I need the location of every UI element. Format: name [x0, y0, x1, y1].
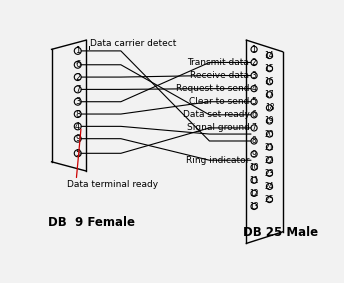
Text: 7: 7 [251, 123, 257, 132]
Text: 4: 4 [75, 122, 80, 131]
Text: 19: 19 [265, 117, 274, 125]
Text: Data carrier detect: Data carrier detect [90, 39, 176, 48]
Text: 16: 16 [265, 77, 274, 86]
Text: DB  9 Female: DB 9 Female [48, 216, 135, 229]
Text: 13: 13 [249, 202, 259, 211]
Text: 11: 11 [249, 176, 259, 185]
Text: 17: 17 [265, 90, 274, 99]
Text: 9: 9 [75, 134, 80, 143]
Text: 14: 14 [265, 51, 274, 60]
Text: Data set ready: Data set ready [183, 110, 249, 119]
Text: 8: 8 [252, 136, 256, 145]
Text: 10: 10 [249, 163, 259, 172]
Text: 12: 12 [249, 189, 259, 198]
Text: 2: 2 [252, 58, 256, 67]
Text: 22: 22 [265, 156, 274, 165]
Text: 18: 18 [265, 103, 274, 112]
Text: Clear to send: Clear to send [189, 97, 249, 106]
Text: 1: 1 [75, 46, 80, 55]
Text: 15: 15 [265, 64, 274, 73]
Text: 3: 3 [75, 97, 80, 106]
Text: 21: 21 [265, 143, 274, 152]
Text: 3: 3 [251, 71, 257, 80]
Text: 9: 9 [251, 150, 257, 158]
Text: 6: 6 [75, 60, 80, 69]
Text: 23: 23 [265, 169, 274, 178]
Text: 25: 25 [265, 195, 274, 204]
Text: 20: 20 [265, 130, 274, 139]
Text: Transmit data: Transmit data [187, 58, 249, 67]
Text: 1: 1 [252, 45, 256, 54]
Text: 5: 5 [75, 149, 80, 158]
Text: Receive data: Receive data [191, 71, 249, 80]
Text: 5: 5 [251, 97, 257, 106]
Text: 2: 2 [75, 72, 80, 82]
Text: 8: 8 [75, 110, 80, 119]
Text: 24: 24 [265, 182, 274, 191]
Text: 6: 6 [251, 110, 257, 119]
Text: 7: 7 [75, 85, 80, 94]
Text: 4: 4 [251, 84, 257, 93]
Text: Ring indicator: Ring indicator [186, 156, 249, 165]
Text: DB 25 Male: DB 25 Male [243, 226, 318, 239]
Text: Request to send: Request to send [176, 84, 249, 93]
Text: Signal ground: Signal ground [186, 123, 249, 132]
Text: Data terminal ready: Data terminal ready [67, 180, 158, 188]
